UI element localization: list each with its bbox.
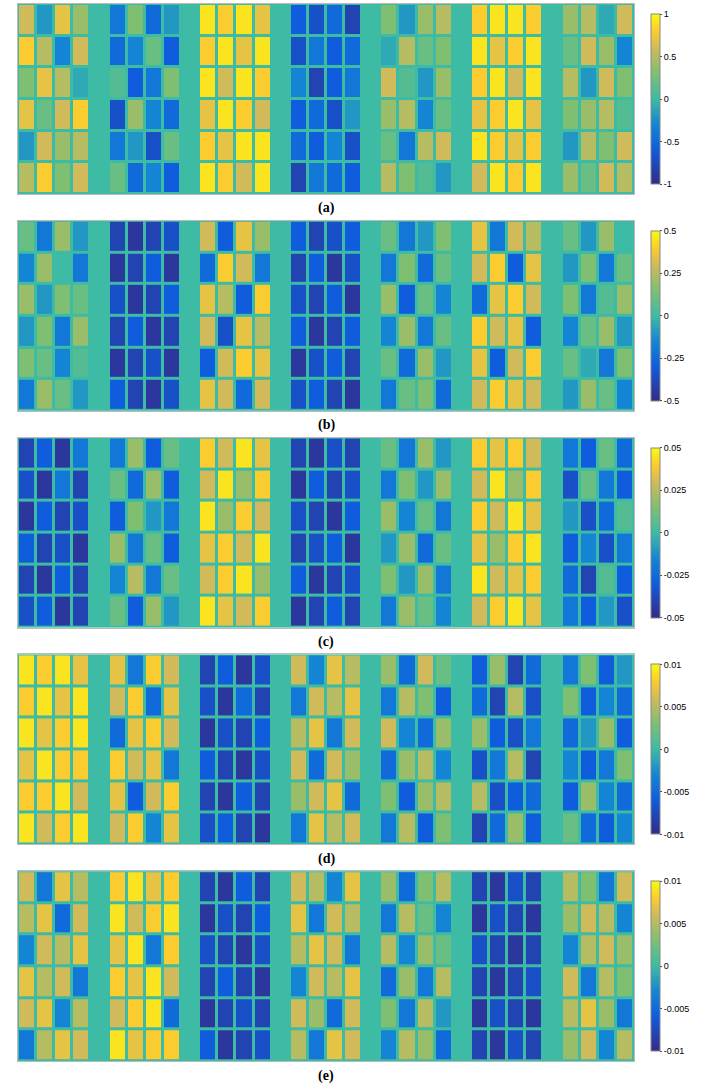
- svg-text:-0.5: -0.5: [664, 137, 680, 147]
- svg-text:0.5: 0.5: [664, 52, 677, 62]
- svg-text:-0.5: -0.5: [664, 396, 680, 406]
- svg-text:0.01: 0.01: [664, 660, 682, 670]
- svg-text:(d): (d): [318, 851, 335, 867]
- svg-text:0: 0: [664, 311, 669, 321]
- svg-text:-0.01: -0.01: [664, 1046, 685, 1056]
- svg-text:0.005: 0.005: [664, 919, 687, 929]
- svg-text:0.025: 0.025: [664, 485, 687, 495]
- svg-text:(c): (c): [318, 634, 334, 650]
- svg-text:1: 1: [664, 9, 669, 19]
- svg-text:0: 0: [664, 94, 669, 104]
- svg-text:-1: -1: [664, 179, 672, 189]
- svg-text:-0.005: -0.005: [664, 1004, 690, 1014]
- svg-text:0.01: 0.01: [664, 876, 682, 886]
- svg-text:0.005: 0.005: [664, 702, 687, 712]
- svg-text:-0.01: -0.01: [664, 830, 685, 840]
- svg-text:0: 0: [664, 745, 669, 755]
- svg-text:0: 0: [664, 528, 669, 538]
- svg-text:0.05: 0.05: [664, 443, 682, 453]
- svg-text:0.5: 0.5: [664, 226, 677, 236]
- svg-text:-0.005: -0.005: [664, 787, 690, 797]
- svg-text:-0.025: -0.025: [664, 570, 690, 580]
- svg-text:(e): (e): [318, 1068, 334, 1084]
- svg-text:-0.05: -0.05: [664, 613, 685, 623]
- svg-text:(b): (b): [318, 417, 335, 433]
- svg-text:(a): (a): [318, 200, 335, 216]
- svg-text:0: 0: [664, 961, 669, 971]
- svg-text:-0.25: -0.25: [664, 353, 685, 363]
- svg-text:0.25: 0.25: [664, 268, 682, 278]
